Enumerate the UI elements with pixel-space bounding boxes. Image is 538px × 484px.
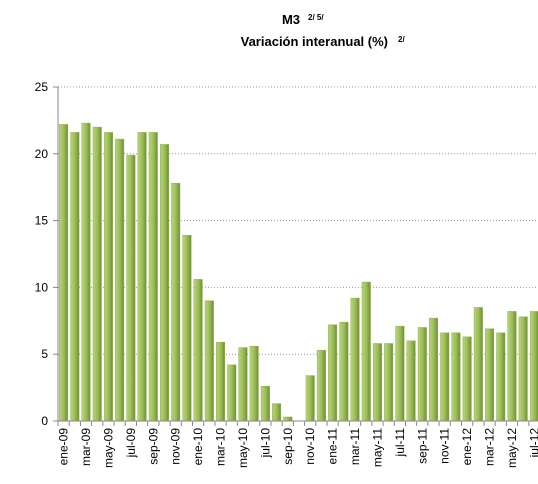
bar bbox=[193, 279, 203, 422]
bar bbox=[126, 154, 136, 422]
x-tick-label: nov-11 bbox=[438, 428, 452, 464]
bar bbox=[361, 281, 371, 422]
bar bbox=[395, 325, 405, 422]
bar bbox=[440, 332, 450, 422]
y-tick-label: 15 bbox=[35, 214, 49, 228]
bar bbox=[328, 324, 338, 422]
x-tick-label: jul-10 bbox=[258, 428, 272, 459]
bar bbox=[496, 332, 506, 422]
bar bbox=[485, 328, 495, 422]
y-tick-label: 25 bbox=[35, 80, 49, 94]
y-tick-label: 20 bbox=[35, 147, 49, 161]
x-tick-label: mar-11 bbox=[348, 428, 362, 465]
bar bbox=[171, 182, 181, 422]
x-tick-label: ene-11 bbox=[326, 428, 340, 465]
x-tick-label: ene-10 bbox=[191, 428, 205, 466]
bar bbox=[529, 311, 538, 422]
subtitle-note: 2/ bbox=[398, 35, 405, 44]
x-tick-label: nov-09 bbox=[169, 428, 183, 465]
bar bbox=[59, 124, 69, 422]
x-tick-label: jul-12 bbox=[527, 428, 538, 459]
bar bbox=[216, 341, 226, 422]
bar bbox=[384, 343, 394, 422]
bar bbox=[316, 349, 326, 422]
bar bbox=[518, 316, 528, 422]
bar bbox=[339, 321, 349, 422]
x-tick-label: may-10 bbox=[236, 428, 250, 468]
bar bbox=[204, 300, 214, 422]
bar bbox=[137, 132, 147, 422]
bar bbox=[417, 327, 427, 422]
chart-title: M3 bbox=[282, 12, 300, 27]
x-tick-label: may-12 bbox=[505, 428, 519, 468]
bar bbox=[227, 364, 237, 422]
x-tick-label: sep-09 bbox=[146, 428, 160, 465]
x-tick-label: sep-10 bbox=[281, 428, 295, 465]
bar bbox=[103, 132, 113, 422]
bar bbox=[350, 297, 360, 422]
x-tick-label: nov-10 bbox=[303, 428, 317, 465]
y-tick-label: 10 bbox=[35, 280, 49, 294]
x-tick-label: may-09 bbox=[101, 428, 115, 468]
chart-subtitle: Variación interanual (%) bbox=[241, 34, 388, 49]
x-tick-label: mar-12 bbox=[483, 428, 497, 466]
bar bbox=[462, 336, 472, 422]
bar bbox=[148, 132, 158, 422]
bar bbox=[473, 307, 483, 422]
bar bbox=[260, 386, 270, 422]
y-tick-label: 5 bbox=[41, 347, 48, 361]
bar bbox=[238, 347, 248, 422]
title-note: 2/ 5/ bbox=[308, 13, 324, 22]
x-tick-label: mar-09 bbox=[79, 428, 93, 466]
bar bbox=[249, 345, 259, 422]
x-tick-label: jul-11 bbox=[393, 428, 407, 458]
x-tick-label: may-11 bbox=[370, 428, 384, 467]
bar bbox=[182, 235, 192, 422]
bar bbox=[451, 332, 461, 422]
bar bbox=[372, 343, 382, 422]
bar bbox=[305, 375, 315, 422]
x-tick-label: ene-12 bbox=[460, 428, 474, 466]
bar bbox=[507, 311, 517, 422]
bar bbox=[92, 126, 102, 422]
bar bbox=[115, 138, 125, 422]
bar bbox=[70, 132, 80, 422]
x-tick-label: jul-09 bbox=[124, 428, 138, 459]
x-tick-label: ene-09 bbox=[57, 428, 71, 466]
bar bbox=[272, 403, 282, 422]
bar bbox=[81, 122, 91, 422]
x-tick-label: sep-11 bbox=[415, 428, 429, 464]
bar bbox=[283, 416, 293, 422]
bar bbox=[159, 144, 169, 422]
bar bbox=[429, 317, 439, 422]
bar bbox=[406, 340, 416, 422]
x-tick-label: mar-10 bbox=[214, 428, 228, 466]
y-tick-label: 0 bbox=[41, 414, 48, 428]
